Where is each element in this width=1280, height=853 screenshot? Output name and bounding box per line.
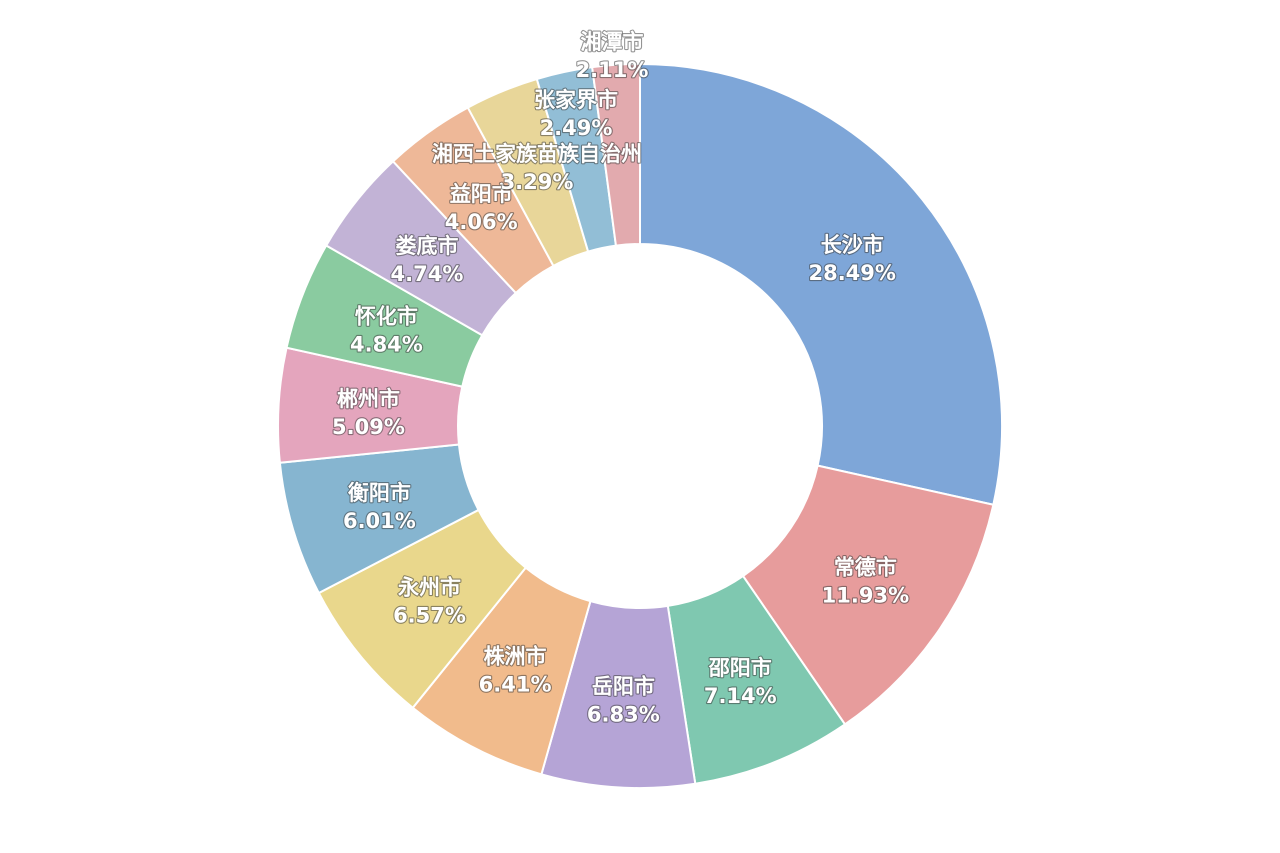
slice-label: 株洲市 6.41% — [478, 644, 553, 698]
slice-category-label: 邵阳市 — [708, 656, 772, 680]
slice-category-label: 张家界市 — [534, 88, 618, 112]
slice-label: 湘西土家族苗族自治州 3.29% — [431, 141, 643, 195]
slice-value-label: 2.49% — [540, 116, 613, 140]
slice-label: 常德市 11.93% — [821, 554, 911, 608]
slice-value-label: 6.57% — [393, 603, 466, 627]
slice-category-label: 怀化市 — [355, 305, 418, 329]
slice-category-label: 常德市 — [834, 555, 897, 579]
slice-value-label: 5.09% — [332, 415, 405, 439]
slice-value-label: 6.01% — [343, 509, 416, 533]
slice-category-label: 岳阳市 — [592, 674, 655, 698]
slice-label: 衡阳市 6.01% — [342, 480, 417, 534]
slice-label: 永州市 6.57% — [392, 574, 467, 628]
slice-category-label: 湘西土家族苗族自治州 — [432, 142, 642, 166]
slice-category-label: 郴州市 — [337, 387, 400, 411]
slice-label: 益阳市 4.06% — [444, 181, 519, 235]
slice-category-label: 长沙市 — [821, 233, 884, 257]
slice-label: 娄底市 4.74% — [389, 233, 464, 287]
slice-label: 湘潭市 2.11% — [574, 29, 649, 83]
slice-value-label: 6.41% — [479, 673, 552, 697]
donut-slice — [639, 62, 1003, 506]
slice-category-label: 永州市 — [397, 575, 461, 599]
slice-category-label: 株洲市 — [484, 645, 547, 669]
slice-label: 岳阳市 6.83% — [586, 673, 661, 727]
slice-label: 郴州市 5.09% — [331, 386, 406, 440]
slice-value-label: 6.83% — [587, 702, 660, 726]
slice-value-label: 4.74% — [391, 262, 464, 286]
slice-label: 张家界市 2.49% — [533, 87, 619, 141]
donut-slice — [741, 464, 995, 726]
slice-category-label: 益阳市 — [450, 182, 513, 206]
slice-value-label: 3.29% — [501, 170, 574, 194]
slice-value-label: 4.84% — [350, 333, 423, 357]
slice-category-label: 湘潭市 — [581, 30, 644, 54]
slice-label: 怀化市 4.84% — [349, 304, 424, 358]
slice-value-label: 4.06% — [445, 210, 518, 234]
slice-value-label: 11.93% — [822, 583, 909, 607]
donut-slice — [591, 62, 641, 247]
slice-value-label: 7.14% — [704, 684, 777, 708]
slice-category-label: 娄底市 — [395, 234, 458, 258]
slice-value-label: 2.11% — [576, 58, 649, 82]
slice-value-label: 28.49% — [808, 261, 895, 285]
slice-label: 长沙市 28.49% — [807, 232, 897, 286]
slice-category-label: 衡阳市 — [348, 481, 411, 505]
slice-label: 邵阳市 7.14% — [703, 655, 778, 709]
